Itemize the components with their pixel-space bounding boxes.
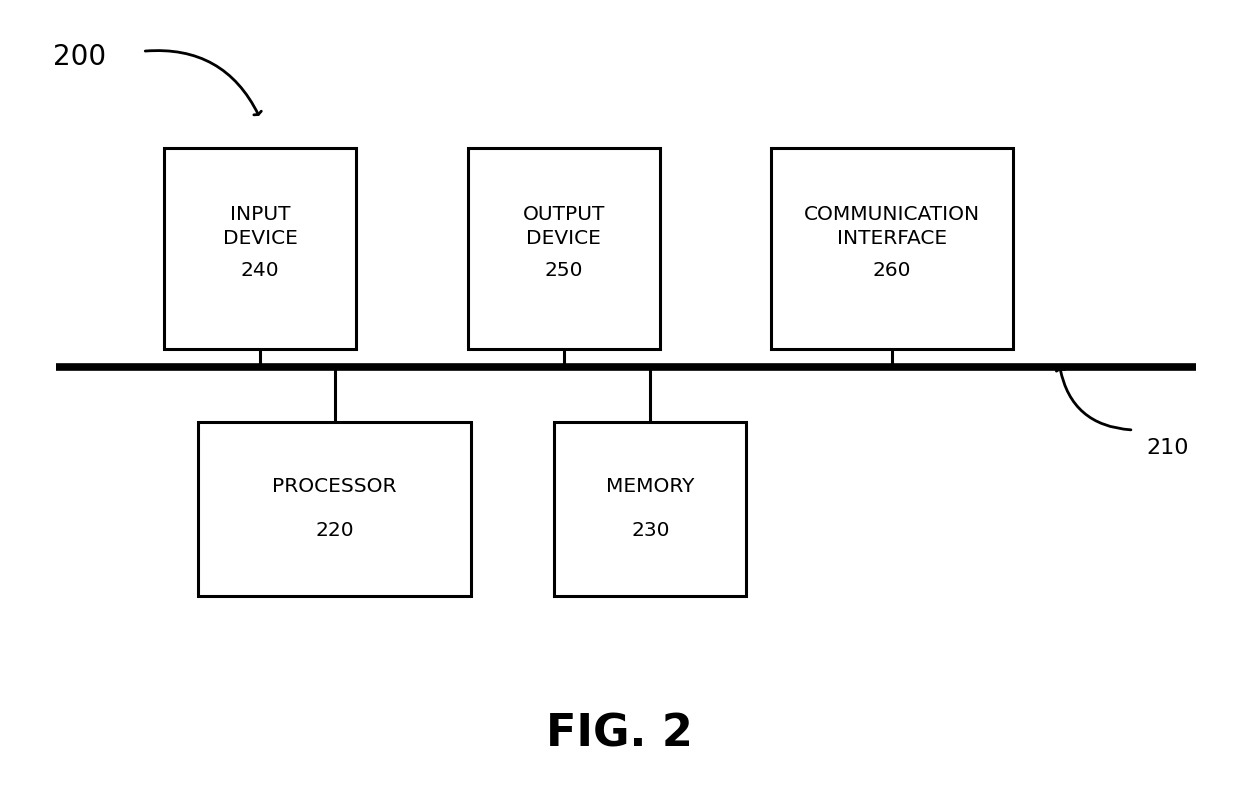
Text: OUTPUT
DEVICE: OUTPUT DEVICE [523, 205, 605, 248]
Bar [198, 422, 471, 596]
Text: COMMUNICATION
INTERFACE: COMMUNICATION INTERFACE [804, 205, 980, 248]
Bar [771, 148, 1012, 349]
Bar [164, 148, 357, 349]
Bar [468, 148, 659, 349]
Bar [554, 422, 746, 596]
Text: 230: 230 [631, 522, 670, 540]
Text: 200: 200 [53, 43, 107, 71]
Text: 210: 210 [1146, 438, 1188, 458]
Text: FIG. 2: FIG. 2 [546, 712, 693, 755]
Text: 250: 250 [544, 261, 584, 280]
Text: INPUT
DEVICE: INPUT DEVICE [223, 205, 297, 248]
Text: PROCESSOR: PROCESSOR [273, 477, 396, 496]
Text: MEMORY: MEMORY [606, 477, 695, 496]
Text: 240: 240 [240, 261, 280, 280]
Text: 260: 260 [872, 261, 912, 280]
Text: 220: 220 [315, 522, 354, 540]
